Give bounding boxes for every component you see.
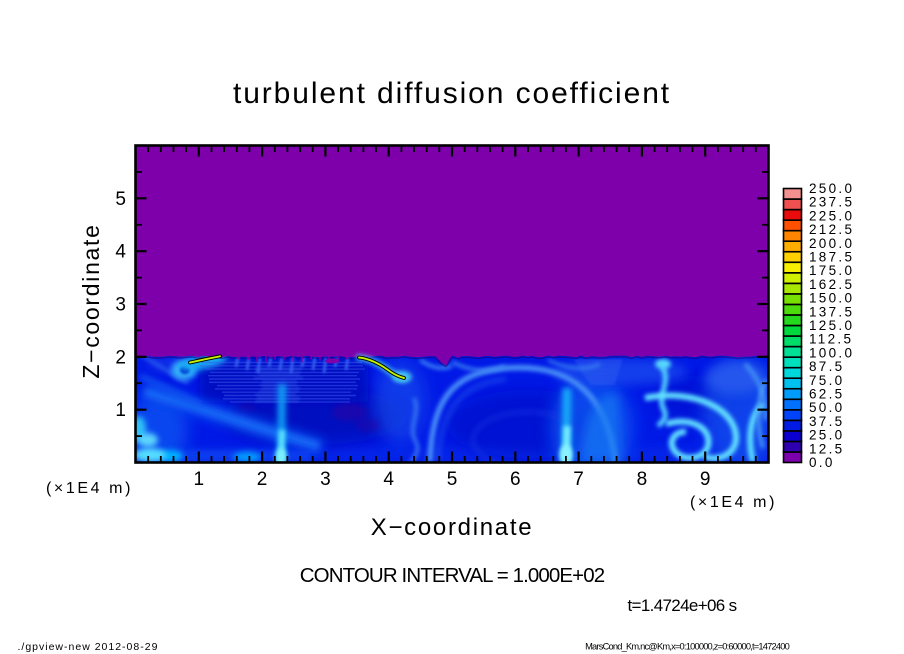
svg-text:MarsCond_Km.nc@Km,x=0:100000,z: MarsCond_Km.nc@Km,x=0:100000,z=0:60000,t… (585, 642, 790, 652)
svg-text:(×1E4 m): (×1E4 m) (46, 480, 133, 497)
svg-text:CONTOUR INTERVAL = 1.000E+02: CONTOUR INTERVAL = 1.000E+02 (300, 564, 605, 587)
svg-text:9: 9 (700, 469, 711, 490)
svg-text:137.5: 137.5 (809, 304, 854, 319)
svg-text:t=1.4724e+06 s: t=1.4724e+06 s (627, 596, 736, 615)
svg-text:3: 3 (115, 295, 126, 316)
svg-text:(×1E4 m): (×1E4 m) (690, 494, 777, 511)
svg-text:187.5: 187.5 (809, 250, 854, 265)
svg-text:8: 8 (637, 469, 648, 490)
svg-text:12.5: 12.5 (809, 441, 844, 456)
svg-text:5: 5 (115, 189, 126, 210)
svg-text:100.0: 100.0 (809, 345, 854, 360)
svg-text:50.0: 50.0 (809, 400, 844, 415)
svg-text:212.5: 212.5 (809, 222, 854, 237)
svg-text:2: 2 (115, 347, 126, 368)
svg-text:75.0: 75.0 (809, 373, 844, 388)
svg-text:./gpview-new 2012-08-29: ./gpview-new 2012-08-29 (18, 641, 159, 653)
svg-text:37.5: 37.5 (809, 414, 844, 429)
svg-text:X−coordinate: X−coordinate (371, 514, 534, 541)
svg-text:6: 6 (510, 469, 521, 490)
svg-text:175.0: 175.0 (809, 263, 854, 278)
svg-text:2: 2 (257, 469, 268, 490)
svg-text:4: 4 (383, 469, 394, 490)
svg-text:1: 1 (194, 469, 205, 490)
svg-text:turbulent diffusion coeffici: turbulent diffusion coefficient (233, 77, 671, 110)
svg-text:5: 5 (447, 469, 458, 490)
svg-text:225.0: 225.0 (809, 208, 854, 223)
svg-text:Z−coordinate: Z−coordinate (78, 223, 104, 378)
svg-text:7: 7 (573, 469, 584, 490)
svg-text:112.5: 112.5 (809, 332, 853, 347)
svg-text:200.0: 200.0 (809, 236, 854, 251)
svg-text:125.0: 125.0 (809, 318, 854, 333)
svg-text:1: 1 (115, 400, 126, 421)
svg-text:62.5: 62.5 (809, 387, 844, 402)
svg-text:237.5: 237.5 (809, 195, 854, 210)
svg-text:150.0: 150.0 (809, 291, 854, 306)
svg-text:0.0: 0.0 (809, 455, 835, 470)
svg-text:162.5: 162.5 (809, 277, 854, 292)
svg-text:4: 4 (115, 242, 126, 263)
svg-text:25.0: 25.0 (809, 428, 844, 443)
svg-text:87.5: 87.5 (809, 359, 844, 374)
svg-text:3: 3 (320, 469, 331, 490)
svg-text:250.0: 250.0 (809, 181, 854, 196)
